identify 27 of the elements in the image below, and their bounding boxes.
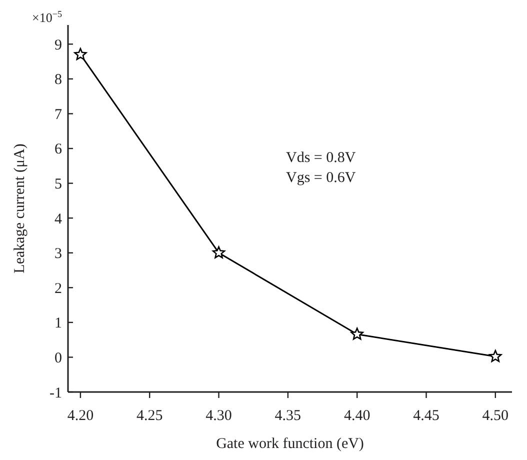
y-tick-label: 0: [54, 350, 62, 366]
y-tick-label: -1: [50, 385, 62, 402]
annotation: Vds = 0.8V: [286, 150, 356, 166]
x-tick-label: 4.30: [206, 408, 232, 424]
point: [350, 328, 364, 340]
x-tick-label: 4.50: [482, 408, 509, 424]
y-tick-label: 4: [54, 211, 62, 228]
y-tick-label: 1: [54, 316, 62, 332]
x-tick-label: 4.45: [413, 408, 440, 424]
y-tick-label: 7: [54, 106, 62, 123]
y-tick-label: 8: [54, 72, 62, 88]
x-axis-title: Gate work function (eV): [216, 436, 364, 452]
y-tick-label: 6: [54, 142, 62, 158]
annotation: Vgs = 0.6V: [286, 170, 356, 186]
x-tick-label: 4.35: [274, 408, 302, 424]
point: [212, 246, 226, 258]
point: [489, 350, 502, 362]
x-tick-label: 4.25: [136, 408, 163, 424]
y-axis-title: Leakage current (μA): [12, 144, 28, 274]
y-tick-label: 2: [54, 280, 62, 297]
text: ×10$^{−5}$: [32, 9, 62, 25]
x-tick-label: 4.40: [344, 408, 370, 424]
y-tick-label: 5: [54, 176, 62, 193]
point: [74, 48, 87, 60]
y-tick-label: 9: [54, 37, 62, 54]
x-tick-label: 4.20: [67, 408, 94, 424]
y-tick-label: 3: [54, 246, 62, 262]
